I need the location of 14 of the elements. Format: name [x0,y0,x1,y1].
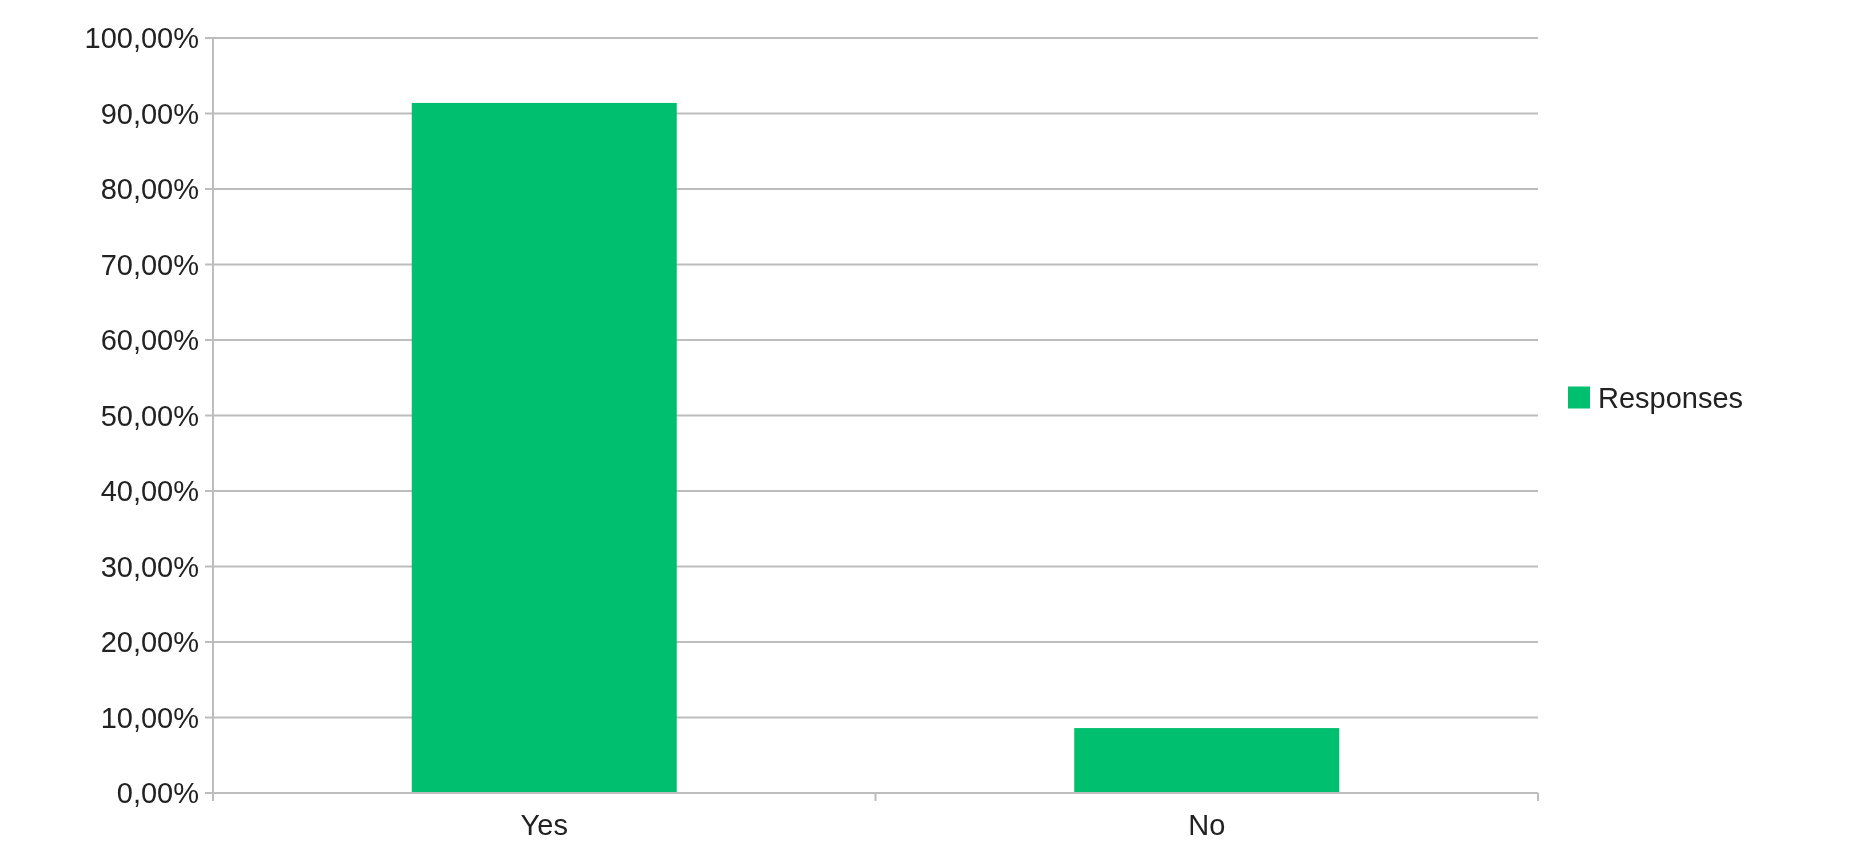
y-tick-label: 20,00% [100,626,199,659]
y-tick-label: 90,00% [100,97,199,130]
y-tick-label: 50,00% [100,399,199,432]
legend-label: Responses [1598,381,1744,414]
y-tick-label: 40,00% [100,475,199,508]
y-tick-label: 100,00% [84,22,199,55]
y-tick-label: 10,00% [100,701,199,734]
x-tick-label: Yes [520,809,568,841]
y-tick-label: 70,00% [100,248,199,281]
y-tick-label: 60,00% [100,324,199,357]
y-tick-label: 30,00% [100,550,199,583]
y-tick-label: 80,00% [100,173,199,206]
x-tick-label: No [1188,809,1226,841]
y-tick-label: 0,00% [116,777,199,810]
